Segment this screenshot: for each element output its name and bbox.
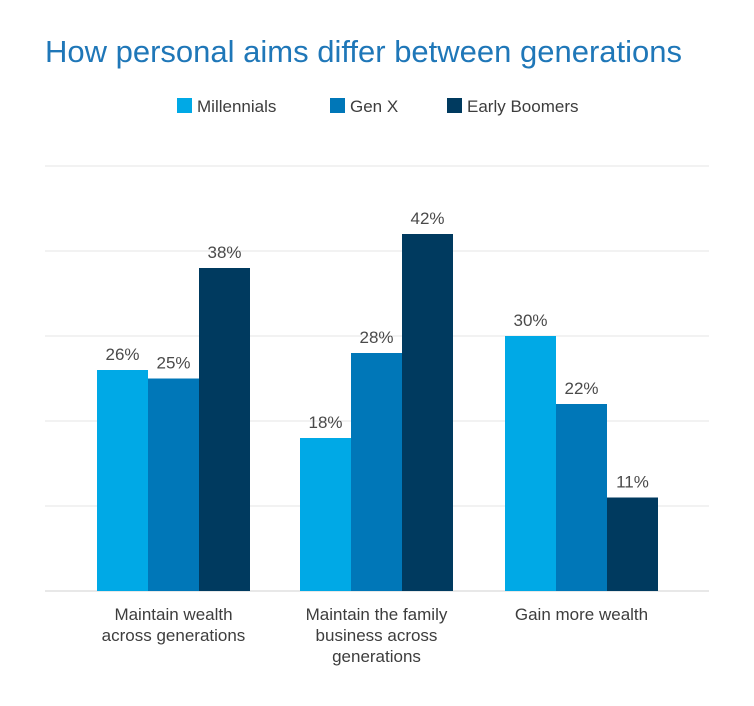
category-label-0-1: across generations [102, 626, 246, 645]
legend-swatch-0 [177, 98, 192, 113]
legend-swatch-2 [447, 98, 462, 113]
value-label-2-1: 22% [564, 379, 598, 398]
value-label-0-1: 25% [156, 354, 190, 373]
legend-label-0: Millennials [197, 97, 276, 116]
legend-label-2: Early Boomers [467, 97, 578, 116]
bar-1-0 [300, 438, 351, 591]
bar-2-0 [505, 336, 556, 591]
bars [97, 234, 658, 591]
value-label-0-0: 26% [105, 345, 139, 364]
category-labels: Maintain wealth across generations Maintai… [102, 605, 648, 666]
bar-2-2 [607, 497, 658, 591]
category-label-1-1: business across [316, 626, 438, 645]
value-label-1-1: 28% [359, 328, 393, 347]
bar-0-2 [199, 268, 250, 591]
bar-1-2 [402, 234, 453, 591]
category-label-2-0: Gain more wealth [515, 605, 648, 624]
value-label-2-0: 30% [513, 311, 547, 330]
value-labels: 26% 25% 38% 18% 28% 42% 30% 22% 11% [105, 209, 648, 492]
chart-title: How personal aims differ between generat… [45, 34, 682, 69]
legend: Millennials Gen X Early Boomers [177, 97, 578, 116]
value-label-2-2: 11% [616, 473, 649, 492]
category-label-0-0: Maintain wealth [114, 605, 232, 624]
legend-swatch-1 [330, 98, 345, 113]
value-label-1-0: 18% [308, 413, 342, 432]
bar-1-1 [351, 353, 402, 591]
bar-2-1 [556, 404, 607, 591]
bar-0-0 [97, 370, 148, 591]
bar-0-1 [148, 378, 199, 591]
value-label-0-2: 38% [207, 243, 241, 262]
legend-label-1: Gen X [350, 97, 398, 116]
category-label-1-0: Maintain the family [306, 605, 448, 624]
category-label-1-2: generations [332, 647, 421, 666]
value-label-1-2: 42% [410, 209, 444, 228]
